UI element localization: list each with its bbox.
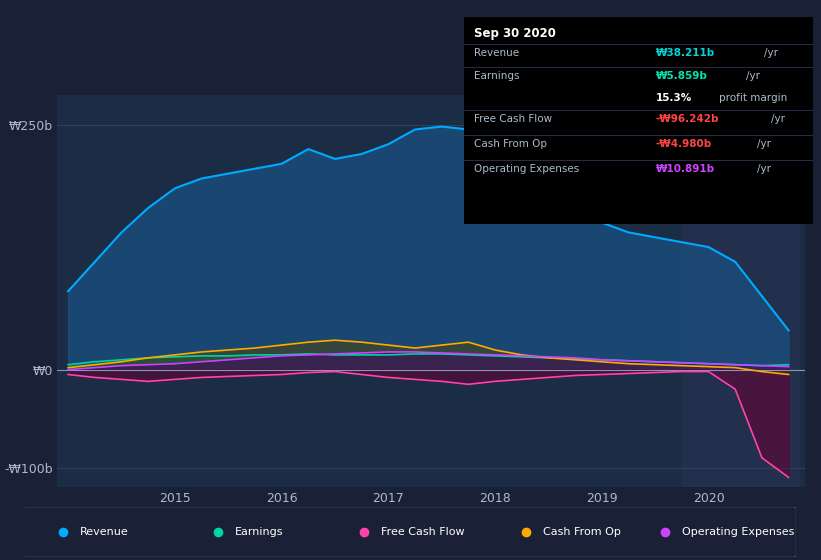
Text: 15.3%: 15.3% xyxy=(656,94,692,104)
Text: Free Cash Flow: Free Cash Flow xyxy=(381,527,465,537)
Text: /yr: /yr xyxy=(764,48,778,58)
Text: -₩96.242b: -₩96.242b xyxy=(656,114,719,124)
Text: -₩4.980b: -₩4.980b xyxy=(656,139,712,149)
Text: ₩5.859b: ₩5.859b xyxy=(656,71,708,81)
Text: ₩38.211b: ₩38.211b xyxy=(656,48,715,58)
Text: Operating Expenses: Operating Expenses xyxy=(682,527,795,537)
Text: ₩10.891b: ₩10.891b xyxy=(656,164,715,174)
Text: Earnings: Earnings xyxy=(235,527,283,537)
FancyBboxPatch shape xyxy=(21,507,796,557)
Text: Revenue: Revenue xyxy=(80,527,129,537)
Text: /yr: /yr xyxy=(746,71,760,81)
Text: Earnings: Earnings xyxy=(475,71,520,81)
Text: Free Cash Flow: Free Cash Flow xyxy=(475,114,553,124)
Text: Sep 30 2020: Sep 30 2020 xyxy=(475,27,556,40)
Text: /yr: /yr xyxy=(757,139,771,149)
Text: Cash From Op: Cash From Op xyxy=(544,527,621,537)
Text: Operating Expenses: Operating Expenses xyxy=(475,164,580,174)
Text: Revenue: Revenue xyxy=(475,48,520,58)
Text: /yr: /yr xyxy=(771,114,785,124)
Text: /yr: /yr xyxy=(757,164,771,174)
Bar xyxy=(681,95,799,487)
Text: Cash From Op: Cash From Op xyxy=(475,139,548,149)
Text: profit margin: profit margin xyxy=(718,94,787,104)
